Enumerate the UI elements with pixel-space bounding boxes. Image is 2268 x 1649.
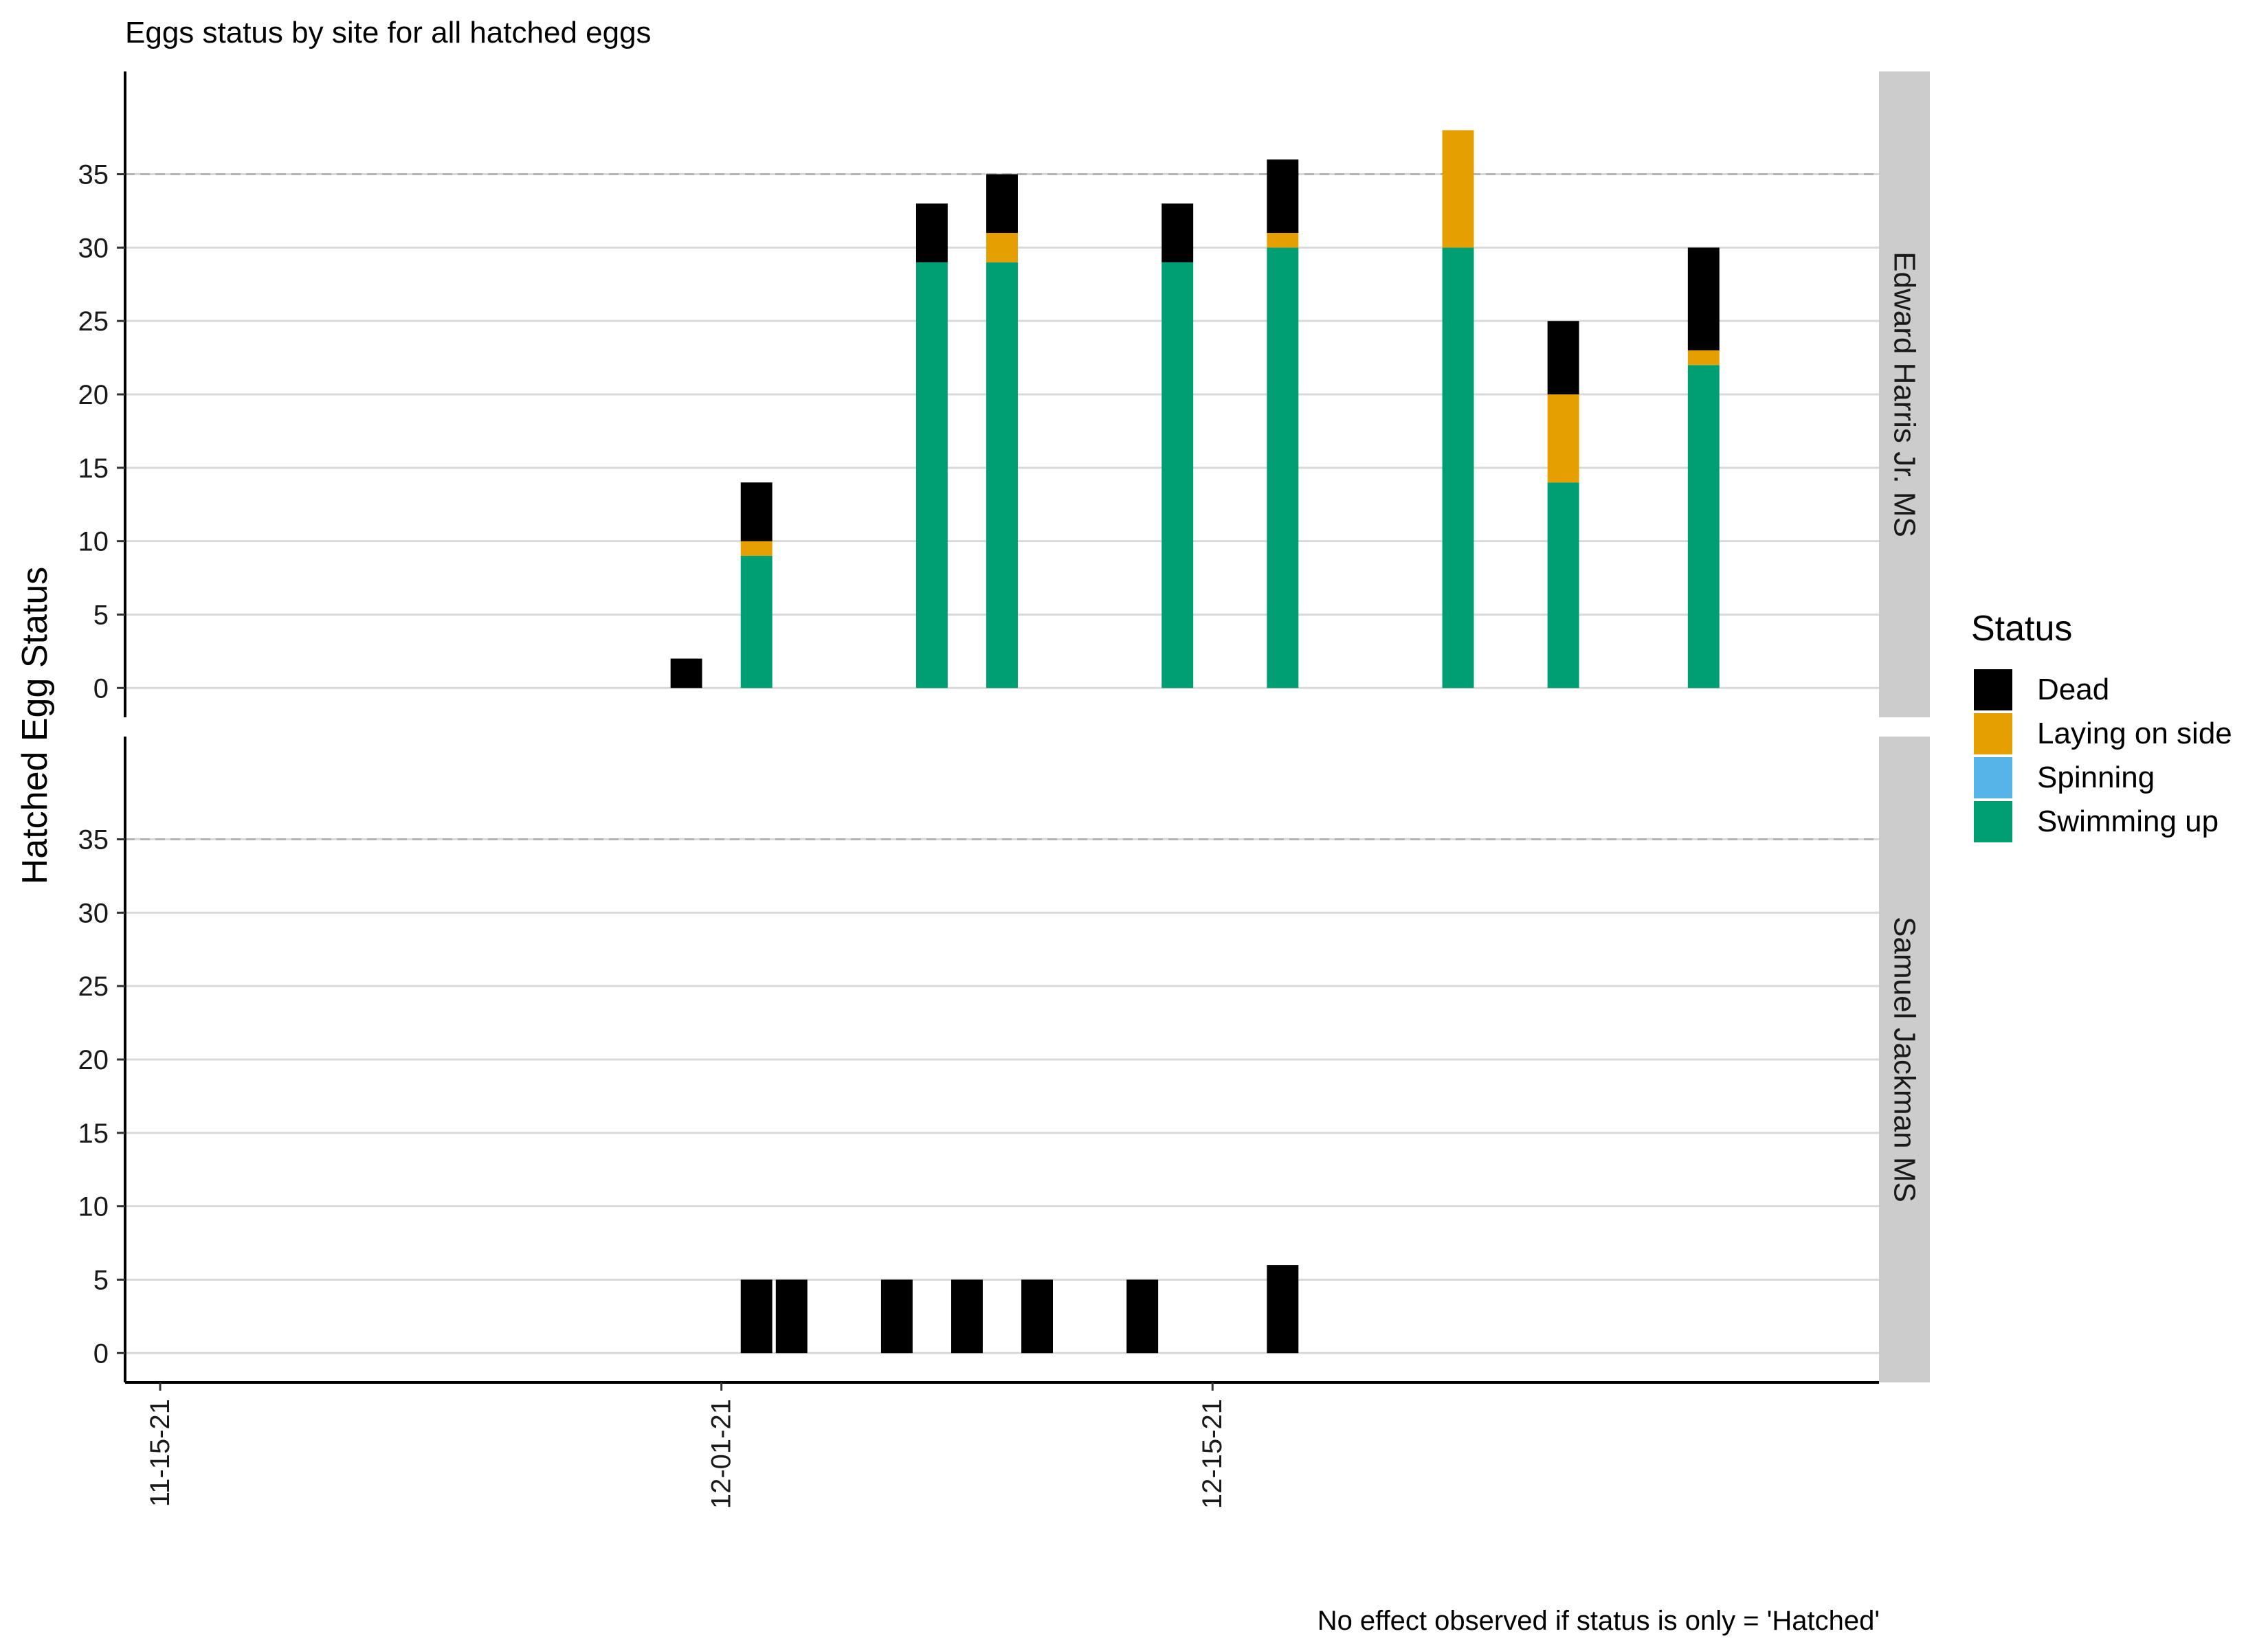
- facet-strip: [1879, 737, 1930, 1382]
- y-tick-label: 25: [78, 972, 109, 1002]
- bar-segment-laying-on-side: [1442, 130, 1474, 248]
- bar-segment-dead: [740, 482, 772, 541]
- bar-segment-dead: [986, 174, 1018, 233]
- y-tick-label: 15: [78, 453, 109, 484]
- chart-title: Eggs status by site for all hatched eggs: [125, 16, 652, 49]
- bar-segment-dead: [1126, 1279, 1159, 1354]
- bar-segment-dead: [915, 203, 948, 262]
- y-tick-label: 30: [78, 233, 109, 263]
- bar-segment-swimming-up: [915, 262, 948, 688]
- y-tick-label: 5: [93, 1265, 109, 1295]
- y-tick-label: 10: [78, 527, 109, 557]
- legend-label: Dead: [2037, 673, 2109, 706]
- bar-segment-dead: [1267, 1265, 1299, 1354]
- bar-segment-dead: [1161, 203, 1194, 262]
- y-tick-label: 35: [78, 825, 109, 855]
- y-axis-title: Hatched Egg Status: [15, 567, 55, 885]
- y-tick-label: 0: [93, 673, 109, 704]
- legend: Status Dead Laying on side Spinning Swimmin…: [1971, 609, 2232, 842]
- bar-segment-laying-on-side: [1547, 394, 1579, 483]
- y-tick-label: 35: [78, 160, 109, 190]
- legend-swatch-swimming-up: [1974, 801, 2012, 842]
- bar-segment-dead: [880, 1279, 913, 1354]
- y-tick-label: 20: [78, 380, 109, 410]
- x-axis: 11-15-21 12-01-21 12-15-21: [125, 1381, 1879, 1509]
- bar-segment-dead: [1547, 321, 1579, 394]
- legend-swatch-spinning: [1974, 757, 2012, 798]
- legend-label: Spinning: [2037, 761, 2155, 794]
- bar-segment-swimming-up: [1267, 247, 1299, 688]
- legend-label: Swimming up: [2037, 805, 2219, 838]
- y-tick-label: 25: [78, 306, 109, 337]
- x-tick-label: 12-01-21: [707, 1399, 737, 1509]
- chart-panels: 0 5 10 15 20 25 30 35 Edward Harris Jr. MS 0 5 10 15…: [78, 71, 1930, 1382]
- legend-label: Laying on side: [2037, 717, 2232, 750]
- legend-title: Status: [1971, 609, 2072, 649]
- facet-strip: [1879, 71, 1930, 717]
- bar-segment-swimming-up: [1161, 262, 1194, 688]
- panel-1: 0 5 10 15 20 25 30 35 Edward Harris Jr. MS: [78, 71, 1930, 717]
- bar-segment-laying-on-side: [740, 541, 772, 556]
- bar-segment-swimming-up: [986, 262, 1018, 688]
- bar-segment-dead: [1021, 1279, 1054, 1354]
- bar-segment-swimming-up: [1687, 365, 1720, 688]
- x-tick-label: 12-15-21: [1197, 1399, 1227, 1509]
- bar-segment-laying-on-side: [1687, 350, 1720, 366]
- bar-segment-swimming-up: [740, 556, 772, 688]
- panel-2: 0 5 10 15 20 25 30 35 Samuel Jackman MS: [78, 737, 1930, 1382]
- facet-strip-label: Edward Harris Jr. MS: [1888, 251, 1922, 537]
- bar-segment-laying-on-side: [986, 233, 1018, 262]
- bar-segment-dead: [1267, 159, 1299, 233]
- bar-segment-swimming-up: [1547, 482, 1579, 688]
- chart-caption: No effect observed if status is only = '…: [1318, 1606, 1880, 1636]
- bar-segment-dead: [670, 658, 702, 688]
- x-tick-label: 11-15-21: [145, 1399, 175, 1507]
- bar-segment-dead: [1687, 247, 1720, 350]
- bar-segment-swimming-up: [1442, 247, 1474, 688]
- y-tick-label: 10: [78, 1192, 109, 1222]
- legend-swatch-dead: [1974, 669, 2012, 710]
- legend-swatch-laying-on-side: [1974, 713, 2012, 754]
- y-tick-label: 5: [93, 600, 109, 630]
- bar-segment-dead: [740, 1279, 772, 1354]
- y-tick-label: 15: [78, 1119, 109, 1149]
- bar-segment-laying-on-side: [1267, 233, 1299, 248]
- y-tick-label: 0: [93, 1338, 109, 1369]
- facet-strip-label: Samuel Jackman MS: [1888, 917, 1922, 1202]
- bar-segment-dead: [950, 1279, 983, 1354]
- y-tick-label: 30: [78, 898, 109, 928]
- y-tick-label: 20: [78, 1045, 109, 1075]
- bar-segment-dead: [775, 1279, 808, 1354]
